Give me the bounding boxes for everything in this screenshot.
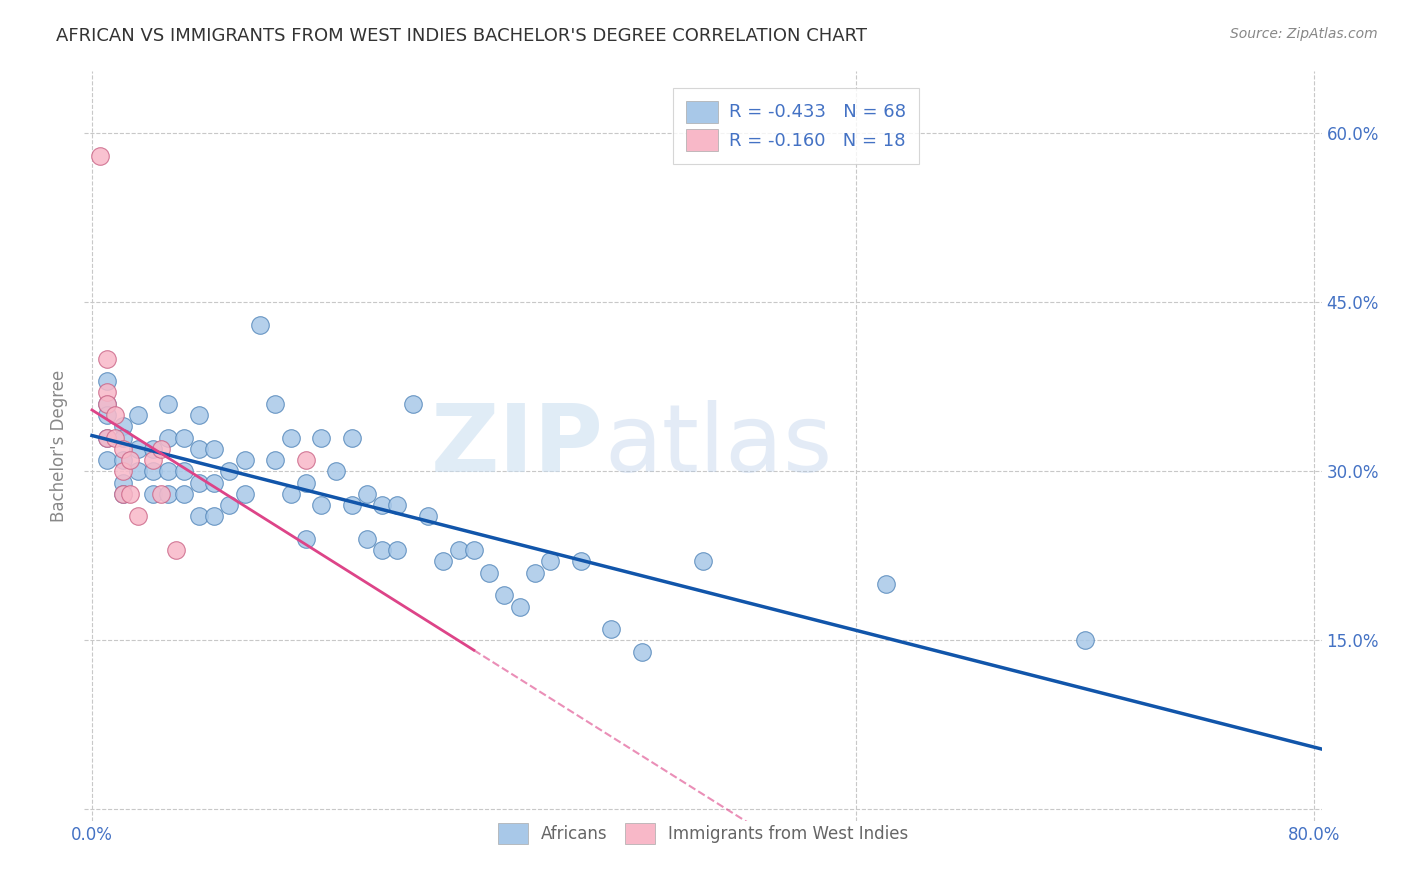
Point <box>280 487 302 501</box>
Point <box>309 431 332 445</box>
Y-axis label: Bachelor's Degree: Bachelor's Degree <box>51 370 69 522</box>
Point <box>96 385 118 400</box>
Point <box>111 431 134 445</box>
Point <box>447 543 470 558</box>
Point <box>463 543 485 558</box>
Point <box>111 442 134 456</box>
Point <box>494 588 516 602</box>
Point <box>295 532 318 546</box>
Point <box>478 566 501 580</box>
Point <box>111 487 134 501</box>
Point <box>509 599 531 614</box>
Point <box>187 442 209 456</box>
Point <box>340 498 363 512</box>
Point <box>523 566 546 580</box>
Point <box>96 397 118 411</box>
Point <box>569 554 592 568</box>
Point <box>202 509 225 524</box>
Point <box>187 408 209 422</box>
Point <box>111 464 134 478</box>
Point <box>538 554 561 568</box>
Point <box>149 442 172 456</box>
Text: Source: ZipAtlas.com: Source: ZipAtlas.com <box>1230 27 1378 41</box>
Point <box>218 498 240 512</box>
Point <box>157 487 180 501</box>
Point <box>202 442 225 456</box>
Point <box>120 453 142 467</box>
Point <box>127 509 149 524</box>
Point <box>96 431 118 445</box>
Point <box>371 498 394 512</box>
Point <box>1074 633 1097 648</box>
Point <box>249 318 271 332</box>
Point <box>142 464 165 478</box>
Text: AFRICAN VS IMMIGRANTS FROM WEST INDIES BACHELOR'S DEGREE CORRELATION CHART: AFRICAN VS IMMIGRANTS FROM WEST INDIES B… <box>56 27 868 45</box>
Point <box>264 453 287 467</box>
Point <box>218 464 240 478</box>
Text: atlas: atlas <box>605 400 832 492</box>
Point <box>371 543 394 558</box>
Point <box>387 543 409 558</box>
Point <box>233 487 256 501</box>
Point <box>187 509 209 524</box>
Point <box>432 554 454 568</box>
Point <box>157 464 180 478</box>
Point <box>157 397 180 411</box>
Point <box>142 453 165 467</box>
Point <box>173 487 195 501</box>
Point <box>356 487 378 501</box>
Point <box>600 622 623 636</box>
Point <box>157 431 180 445</box>
Point <box>173 464 195 478</box>
Point <box>127 464 149 478</box>
Point <box>96 397 118 411</box>
Point <box>402 397 425 411</box>
Point <box>356 532 378 546</box>
Point <box>165 543 187 558</box>
Point <box>96 431 118 445</box>
Point <box>142 487 165 501</box>
Point <box>96 374 118 388</box>
Point <box>127 442 149 456</box>
Point <box>692 554 714 568</box>
Point <box>187 475 209 490</box>
Point <box>325 464 347 478</box>
Point <box>202 475 225 490</box>
Point <box>89 149 111 163</box>
Point <box>96 351 118 366</box>
Point <box>149 487 172 501</box>
Point <box>127 408 149 422</box>
Point <box>416 509 439 524</box>
Point <box>233 453 256 467</box>
Point <box>104 408 127 422</box>
Point <box>111 453 134 467</box>
Text: ZIP: ZIP <box>432 400 605 492</box>
Point <box>96 408 118 422</box>
Point <box>631 645 654 659</box>
Point <box>280 431 302 445</box>
Point <box>309 498 332 512</box>
Point <box>264 397 287 411</box>
Point <box>173 431 195 445</box>
Point <box>295 453 318 467</box>
Point <box>295 475 318 490</box>
Point <box>340 431 363 445</box>
Point <box>96 453 118 467</box>
Point <box>120 487 142 501</box>
Point <box>111 419 134 434</box>
Point <box>111 475 134 490</box>
Point <box>104 431 127 445</box>
Point <box>142 442 165 456</box>
Point <box>111 487 134 501</box>
Point <box>387 498 409 512</box>
Legend: Africans, Immigrants from West Indies: Africans, Immigrants from West Indies <box>488 814 918 854</box>
Point <box>875 577 897 591</box>
